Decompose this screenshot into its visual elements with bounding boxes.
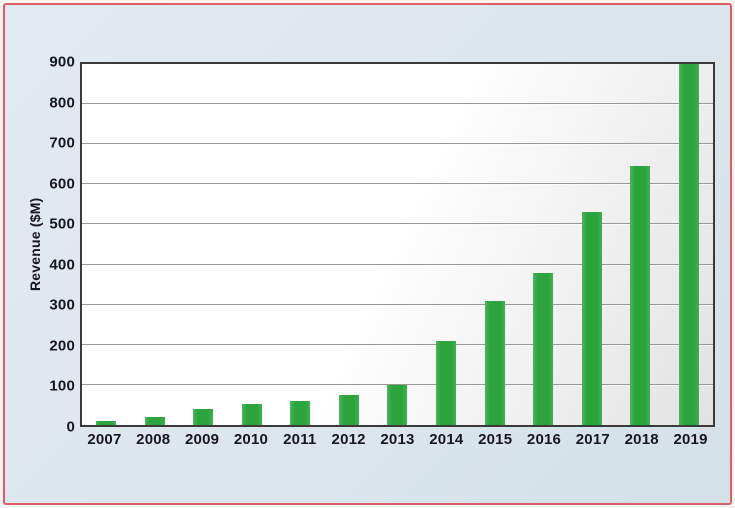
y-tick-label: 200	[49, 337, 75, 355]
bar-slot	[325, 64, 374, 425]
bar-slot	[664, 64, 713, 425]
gridline	[82, 103, 713, 105]
bar-series	[82, 64, 713, 425]
bar-2010	[241, 404, 262, 425]
bar-slot	[567, 64, 616, 425]
x-tick-label: 2019	[673, 431, 708, 448]
y-tick-label: 800	[49, 94, 75, 112]
bar-slot	[470, 64, 519, 425]
y-tick-label: 600	[49, 175, 75, 193]
x-tick-label: 2018	[624, 431, 659, 448]
bar-slot	[228, 64, 277, 425]
gridline	[82, 383, 713, 385]
bar-2012	[338, 394, 359, 425]
gridline	[82, 223, 713, 225]
bar-2015	[484, 300, 505, 425]
x-tick-label: 2011	[283, 431, 317, 448]
gridline	[82, 343, 713, 345]
chart-frame: Revenue ($M) 0 100 200 300 400 500 600 700 800 90…	[3, 3, 732, 505]
bar-2019	[678, 64, 699, 425]
gridline	[82, 183, 713, 185]
bar-slot	[179, 64, 228, 425]
bar-2011	[290, 400, 311, 425]
y-axis-tick-labels: 0 100 200 300 400 500 600 700 800 900	[5, 54, 75, 436]
x-tick-label: 2007	[87, 431, 122, 448]
y-tick-label: 100	[49, 377, 75, 395]
x-tick-label: 2016	[526, 431, 562, 448]
y-tick-label: 0	[66, 418, 75, 436]
bar-2008	[144, 416, 165, 425]
gridline	[82, 263, 713, 265]
y-tick-label: 400	[49, 256, 75, 274]
x-tick-label: 2010	[233, 431, 269, 448]
bar-slot	[616, 64, 665, 425]
x-tick-label: 2017	[575, 431, 610, 448]
bar-2018	[630, 166, 651, 425]
y-tick-label: 500	[49, 215, 75, 233]
x-tick-label: 2013	[380, 431, 415, 448]
bar-slot	[82, 64, 131, 425]
bar-2016	[533, 272, 554, 425]
bar-2014	[435, 340, 456, 425]
x-axis-tick-labels: 2007 2008 2009 2010 2011 2012 2013 2014 2015 2016…	[80, 431, 715, 448]
bar-slot	[131, 64, 180, 425]
x-tick-label: 2012	[331, 431, 366, 448]
x-tick-label: 2014	[429, 431, 464, 448]
gridline	[82, 143, 713, 145]
x-tick-label: 2008	[136, 431, 171, 448]
y-tick-label: 700	[49, 134, 75, 152]
bar-slot	[519, 64, 568, 425]
y-tick-label: 300	[49, 296, 75, 314]
x-tick-label: 2015	[478, 431, 513, 448]
bar-2009	[193, 408, 214, 425]
y-tick-label: 900	[49, 53, 75, 71]
bar-slot	[422, 64, 471, 425]
bar-slot	[276, 64, 325, 425]
bar-2013	[387, 384, 408, 425]
bar-2017	[581, 212, 602, 425]
plot-area	[80, 62, 715, 427]
bar-slot	[373, 64, 422, 425]
x-tick-label: 2009	[185, 431, 220, 448]
bar-2007	[96, 421, 117, 425]
gridline	[82, 303, 713, 305]
